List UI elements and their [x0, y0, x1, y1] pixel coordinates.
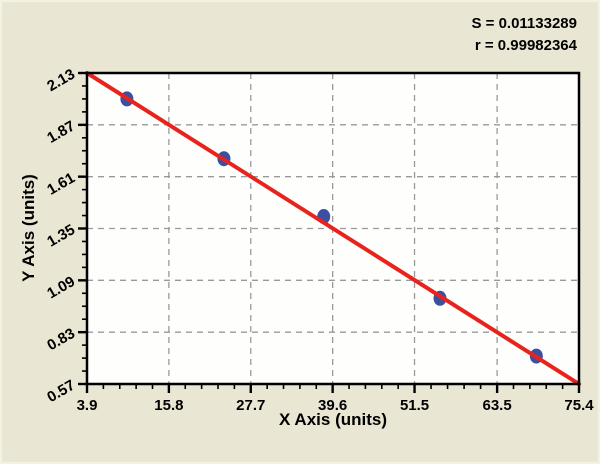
y-tick-label: 1.61 [44, 169, 78, 198]
y-tick-label: 0.83 [44, 325, 78, 354]
x-tick-label: 51.5 [400, 397, 429, 414]
x-tick-label: 39.6 [318, 397, 347, 414]
y-tick-label: 1.09 [44, 273, 78, 302]
x-tick-label: 3.9 [77, 397, 98, 414]
x-axis-title: X Axis (units) [279, 410, 387, 429]
x-tick-label: 15.8 [154, 397, 183, 414]
x-tick-label: 75.4 [564, 397, 594, 414]
y-tick-label: 1.35 [44, 221, 78, 250]
y-axis-title: Y Axis (units) [19, 174, 38, 282]
stat-s-value: S = 0.01133289 [471, 15, 577, 32]
y-tick-label: 0.57 [44, 377, 78, 406]
y-tick-label: 1.87 [44, 118, 78, 147]
y-tick-label: 2.13 [44, 66, 78, 95]
fit-statistics: S = 0.01133289 r = 0.99982364 [471, 13, 577, 57]
x-tick-label: 27.7 [236, 397, 265, 414]
x-tick-label: 63.5 [483, 397, 512, 414]
fit-line [85, 71, 581, 386]
stat-r-value: r = 0.99982364 [474, 36, 577, 54]
